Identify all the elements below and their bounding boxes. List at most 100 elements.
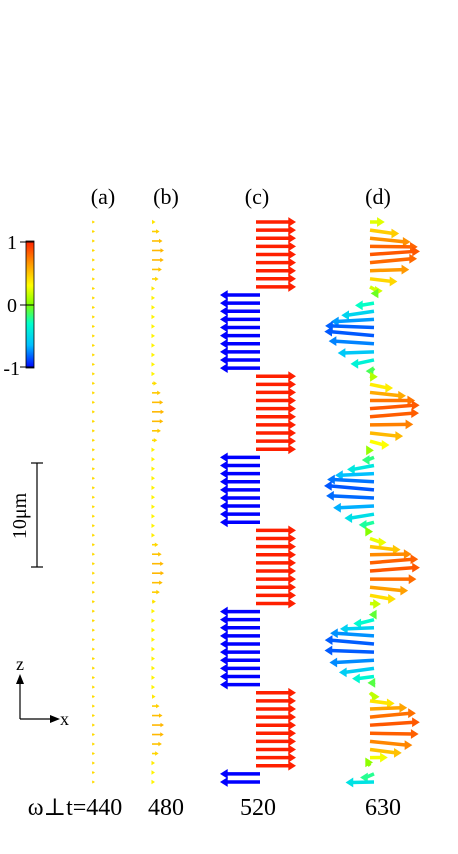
vector-arrow-head	[157, 428, 161, 434]
vector-arrow-shaft	[369, 431, 398, 438]
vector-arrow-head	[288, 590, 296, 601]
vector-arrow-head	[220, 655, 228, 666]
vector-arrow-shaft	[369, 585, 403, 593]
vector-arrow-head	[220, 517, 228, 528]
vector-arrow-head	[288, 265, 296, 276]
vector-arrow-head	[160, 248, 164, 253]
vector-arrow-head	[92, 381, 95, 386]
vector-arrow-head	[328, 336, 337, 347]
vector-arrow-head	[92, 685, 95, 689]
vector-arrow-head	[288, 395, 296, 406]
vector-arrow-head	[412, 562, 420, 573]
vector-arrow-head	[159, 400, 164, 405]
colorbar-tick-max: 1	[7, 232, 17, 254]
vector-arrow-shaft	[358, 617, 375, 626]
vector-arrow-head	[92, 647, 95, 651]
vector-arrow-head	[92, 495, 95, 499]
vector-arrow-head	[92, 438, 95, 442]
vector-arrow-head	[288, 419, 296, 430]
vector-arrow-head	[156, 703, 160, 709]
vector-arrow-shaft	[332, 477, 375, 484]
vector-arrow-head	[157, 390, 161, 396]
vector-arrow-head	[92, 248, 95, 253]
vector-arrow-shaft	[329, 329, 375, 338]
vector-arrow-head	[220, 679, 228, 690]
vector-arrow-head	[288, 428, 296, 438]
time-label-b: 480	[148, 795, 184, 821]
vector-arrow-head	[151, 665, 155, 671]
vector-arrow-head	[92, 362, 95, 367]
vector-arrow-head	[347, 464, 355, 475]
vector-arrow-head	[92, 419, 95, 424]
vector-arrow-head	[92, 618, 95, 623]
vector-arrow-shaft	[369, 544, 396, 552]
vector-arrow-shaft	[334, 658, 375, 665]
vector-arrow-head	[288, 249, 296, 260]
vector-arrow-head	[92, 267, 95, 272]
vector-arrow-head	[220, 355, 228, 365]
vector-arrow-shaft	[369, 439, 385, 447]
vector-arrow-head	[92, 229, 95, 234]
vector-arrow-head	[288, 744, 296, 755]
vector-arrow-shaft	[369, 382, 388, 390]
vector-arrow-shaft	[330, 638, 375, 646]
vector-arrow-head	[220, 777, 228, 787]
vector-arrow-head	[339, 623, 348, 634]
vector-arrow-head	[92, 533, 95, 537]
colorbar-tick-min: -1	[3, 358, 20, 380]
vector-arrow-head	[92, 334, 95, 338]
vector-arrow-head	[410, 554, 419, 565]
vector-arrow-head	[151, 305, 155, 310]
vector-arrow-head	[220, 663, 228, 674]
vector-arrow-head	[92, 694, 95, 699]
vector-arrow-head	[388, 594, 396, 604]
vector-arrow-head	[408, 708, 416, 719]
vector-arrow-head	[288, 403, 296, 414]
vector-arrow-head	[151, 343, 155, 348]
vector-arrow-head	[408, 574, 417, 585]
vector-arrow-head	[92, 770, 95, 775]
vector-arrow-head	[151, 760, 155, 766]
panel-label-d: (d)	[365, 184, 391, 209]
vector-arrow-head	[92, 580, 95, 585]
vector-arrow-head	[411, 400, 420, 411]
vector-arrow-head	[409, 253, 418, 264]
vector-arrow-head	[92, 372, 95, 376]
vector-arrow-head	[151, 476, 155, 481]
vector-arrow-head	[365, 757, 373, 768]
vector-arrow-head	[151, 627, 155, 633]
vector-arrow-head	[288, 444, 296, 455]
vector-arrow-head	[288, 273, 296, 284]
vector-arrow-head	[389, 276, 398, 287]
vector-arrow-head	[288, 525, 296, 536]
vector-arrow-head	[288, 728, 296, 739]
vector-arrow-head	[160, 257, 164, 263]
vector-arrow-head	[92, 286, 95, 291]
vector-arrow-head	[288, 557, 296, 568]
x-axis-label: x	[60, 709, 69, 729]
vector-arrow-head	[410, 242, 418, 252]
vector-arrow-head	[92, 410, 95, 414]
vector-arrow-shaft	[369, 249, 415, 257]
vector-arrow-head	[92, 505, 95, 509]
vector-arrow-head	[92, 751, 95, 756]
vector-arrow-head	[341, 310, 349, 321]
vector-arrow-shaft	[369, 422, 408, 427]
vector-arrow-head	[158, 267, 162, 272]
vector-arrow-head	[92, 429, 95, 433]
vector-arrow-head	[288, 760, 296, 771]
vector-arrow-head	[151, 495, 155, 500]
time-value-a: 440	[86, 795, 122, 821]
vector-arrow-head	[330, 316, 339, 327]
vector-arrow-head	[355, 300, 363, 311]
vector-arrow-head	[151, 608, 155, 614]
vector-arrow-head	[220, 468, 228, 479]
vector-arrow-head	[151, 352, 155, 358]
vector-arrow-shaft	[344, 666, 375, 675]
vector-arrow-head	[151, 457, 155, 462]
vector-arrow-head	[324, 645, 333, 656]
vector-arrow-head	[92, 723, 95, 727]
vector-arrow-head	[92, 571, 95, 575]
vector-arrow-shaft	[329, 484, 375, 492]
